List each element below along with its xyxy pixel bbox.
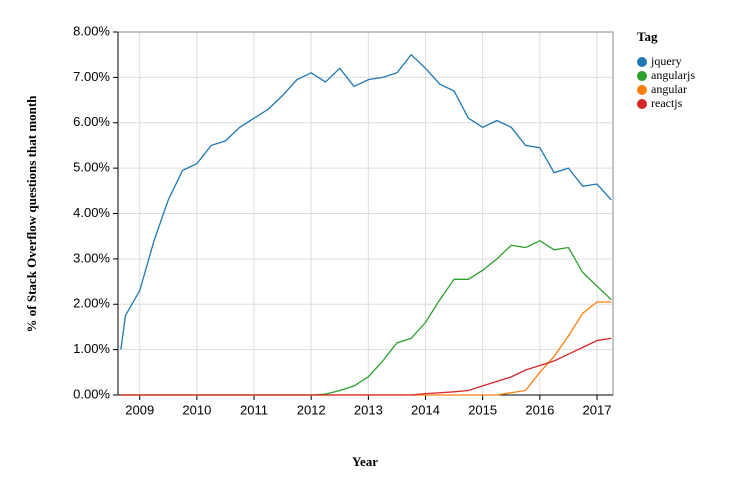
y-tick-label: 8.00% [73, 23, 110, 38]
y-tick-label: 4.00% [73, 205, 110, 220]
y-axis-label: % of Stack Overflow questions that month [24, 95, 39, 333]
y-tick-label: 5.00% [73, 160, 110, 175]
x-tick-label: 2014 [411, 402, 440, 417]
series-line [120, 337, 612, 396]
y-tick-label: 7.00% [73, 69, 110, 84]
legend-swatch [637, 85, 647, 95]
x-tick-label: 2013 [354, 402, 383, 417]
x-tick-label: 2015 [468, 402, 497, 417]
y-tick-label: 3.00% [73, 250, 110, 265]
legend-swatch [637, 57, 647, 67]
y-tick-label: 0.00% [73, 386, 110, 401]
x-axis-label: Year [352, 454, 378, 469]
legend-label: angularjs [651, 68, 695, 82]
legend-label: angular [651, 82, 687, 96]
x-tick-label: 2017 [583, 402, 612, 417]
legend-swatch [637, 99, 647, 109]
x-tick-label: 2012 [297, 402, 326, 417]
y-tick-label: 6.00% [73, 114, 110, 129]
x-tick-label: 2016 [525, 402, 554, 417]
legend-label: jquery [650, 54, 682, 68]
x-tick-label: 2009 [125, 402, 154, 417]
series-line [120, 53, 612, 350]
x-tick-label: 2010 [182, 402, 211, 417]
series-line [120, 301, 612, 396]
y-tick-label: 1.00% [73, 341, 110, 356]
series-line [120, 239, 612, 396]
legend-label: reactjs [651, 96, 683, 110]
legend-title: Tag [637, 29, 658, 44]
x-tick-label: 2011 [240, 402, 268, 417]
y-tick-label: 2.00% [73, 296, 110, 311]
legend-swatch [637, 71, 647, 81]
